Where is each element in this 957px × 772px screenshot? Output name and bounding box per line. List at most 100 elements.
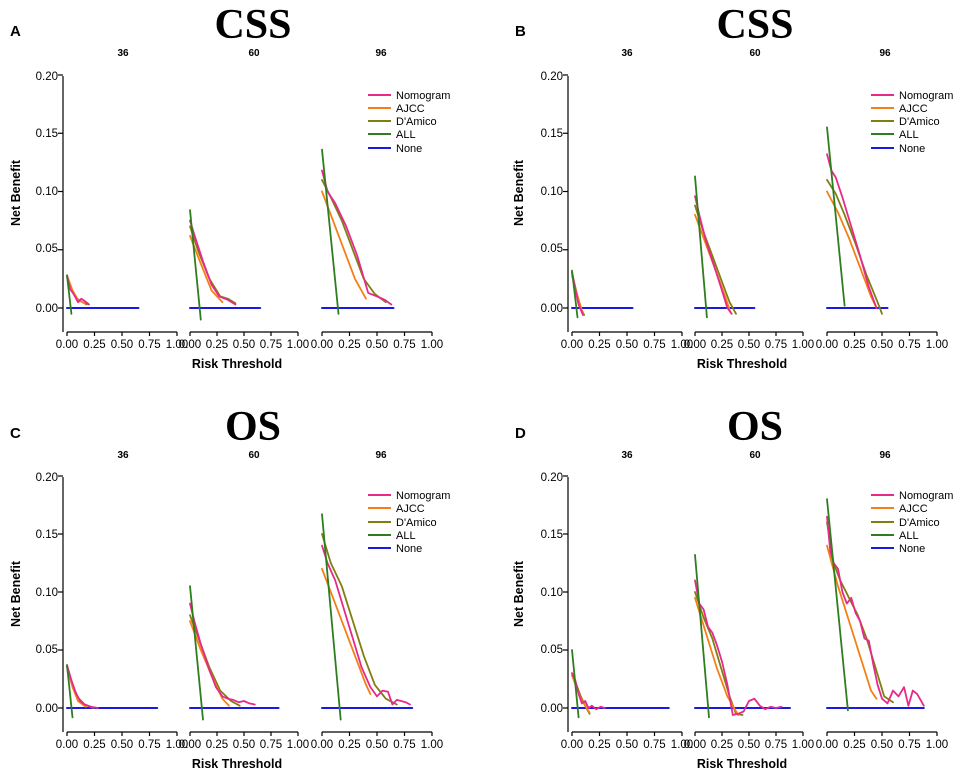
panel-d-xtick-label: 0.25	[711, 739, 733, 751]
panel-c-y-axis-title: Net Benefit	[9, 560, 23, 627]
panel-b-xtick-label: 0.75	[643, 339, 665, 351]
panel-c-xtick-label: 1.00	[421, 739, 443, 751]
panel-c-facet-60-nomogram-line	[189, 602, 256, 706]
panel-b-ytick-label: 0.10	[541, 186, 563, 198]
panel-c-facet-96-damico-line	[321, 533, 398, 706]
panel-d-xtick-label: 0.50	[738, 739, 760, 751]
panel-a-ytick-label: 0.15	[36, 128, 58, 140]
legend-label-damico: D'Amico	[899, 116, 940, 128]
panel-d-ytick-label: 0.10	[541, 587, 563, 599]
panel-d-facet-96-nomogram-line	[826, 515, 925, 707]
legend-label-none: None	[899, 143, 925, 155]
panel-a-xtick-label: 0.00	[311, 339, 333, 351]
panel-a-facet-60: 60	[248, 48, 260, 59]
panel-a-facet-60-nomogram-line	[189, 219, 237, 306]
legend-label-nomogram: Nomogram	[899, 90, 953, 102]
panel-a-xtick-label: 0.25	[338, 339, 360, 351]
panel-b-xtick-label: 0.50	[738, 339, 760, 351]
panel-c-ytick-label: 0.00	[36, 703, 58, 715]
panel-d-xtick-label: 0.25	[843, 739, 865, 751]
legend-label-nomogram: Nomogram	[396, 490, 450, 502]
panel-b-facet-96-nomogram-line	[826, 153, 878, 309]
panel-c-facet-36: 36	[117, 450, 129, 461]
legend-label-damico: D'Amico	[899, 517, 940, 529]
panel-b-xtick-label: 0.50	[871, 339, 893, 351]
legend-label-damico: D'Amico	[396, 517, 437, 529]
panel-c-facet-96-nomogram-line	[321, 544, 411, 706]
legend-label-ajcc: AJCC	[396, 503, 425, 515]
legend-label-all: ALL	[396, 530, 416, 542]
panel-b-letter: B	[515, 23, 526, 40]
panel-c-title: OS	[225, 404, 281, 450]
panel-b-title: CSS	[716, 2, 793, 48]
panel-c-xtick-label: 1.00	[166, 739, 188, 751]
panel-b-facet-36: 36	[621, 48, 633, 59]
panel-a-xtick-label: 1.00	[421, 339, 443, 351]
panel-c-legend: Nomogram AJCC D'Amico ALL None	[368, 490, 450, 555]
legend-label-ajcc: AJCC	[899, 503, 928, 515]
panel-d-xtick-label: 1.00	[671, 739, 693, 751]
panel-c-facet-96-all-line	[321, 513, 342, 721]
panel-d-legend: Nomogram AJCC D'Amico ALL None	[871, 490, 953, 555]
legend-label-all: ALL	[899, 530, 919, 542]
panel-b-ytick-label: 0.15	[541, 128, 563, 140]
panel-a-facet-60-all-line	[189, 209, 202, 321]
panel-c-xtick-label: 0.50	[233, 739, 255, 751]
panel-c-facet-60: 60	[248, 450, 260, 461]
panel-b-ytick-label: 0.20	[541, 71, 563, 83]
panel-d-ytick-label: 0.05	[541, 644, 563, 656]
panel-a-title: CSS	[214, 2, 291, 48]
panel-b-xtick-label: 0.50	[616, 339, 638, 351]
panel-a-facet-36-all-line	[66, 274, 73, 315]
panel-c-xtick-label: 0.50	[111, 739, 133, 751]
legend-label-ajcc: AJCC	[396, 103, 425, 115]
panel-d-facet-36: 36	[621, 450, 633, 461]
panel-a-facet-96-all-line	[321, 148, 340, 315]
panel-b-ytick-label: 0.00	[541, 303, 563, 315]
panel-c-xtick-label: 1.00	[287, 739, 309, 751]
panel-d-x-axis-title: Risk Threshold	[697, 757, 787, 771]
panel-c: C OS 36 60 96 0.20 0.15 0.10 0.05 0.00 N…	[9, 404, 450, 771]
panel-a-legend: Nomogram AJCC D'Amico ALL None	[368, 90, 450, 155]
panel-b-xtick-label: 0.75	[898, 339, 920, 351]
panel-d-letter: D	[515, 425, 526, 442]
panel-b-xtick-label: 1.00	[792, 339, 814, 351]
plot-layer: 0.00 0.25 0.50 0.75 1.000.00 0.25 0.50 0.75 1.00…	[56, 74, 948, 751]
panel-d-facet-60-ajcc-line	[694, 596, 740, 716]
panel-c-facet-96-ajcc-line	[321, 567, 372, 695]
panel-a-ytick-label: 0.00	[36, 303, 58, 315]
panel-d-y-axis-title: Net Benefit	[512, 560, 526, 627]
panel-c-xtick-label: 0.25	[83, 739, 105, 751]
panel-a-xtick-label: 0.50	[111, 339, 133, 351]
panel-b-x-axis-title: Risk Threshold	[697, 357, 787, 371]
panel-a-xtick-label: 0.00	[56, 339, 78, 351]
panel-d-facet-96: 96	[879, 450, 891, 461]
panel-a-xtick-label: 0.75	[260, 339, 282, 351]
panel-a-ytick-label: 0.10	[36, 186, 58, 198]
panel-b-facet-96-damico-line	[826, 178, 883, 315]
panel-c-facet-36-nomogram-line	[66, 664, 99, 709]
panel-a-xtick-label: 1.00	[287, 339, 309, 351]
panel-a-facet-96-ajcc-line	[321, 190, 367, 300]
panel-a-xtick-label: 1.00	[166, 339, 188, 351]
legend-label-none: None	[396, 143, 422, 155]
panel-c-xtick-label: 0.75	[260, 739, 282, 751]
panel-c-x-axis-title: Risk Threshold	[192, 757, 282, 771]
panel-d-ytick-label: 0.15	[541, 529, 563, 541]
panel-a-facet-96-nomogram-line	[321, 169, 393, 306]
panel-b-xtick-label: 0.25	[843, 339, 865, 351]
legend-label-all: ALL	[396, 129, 416, 141]
legend-label-damico: D'Amico	[396, 116, 437, 128]
panel-c-xtick-label: 0.75	[138, 739, 160, 751]
panel-b-legend: Nomogram AJCC D'Amico ALL None	[871, 90, 953, 155]
legend-label-none: None	[396, 543, 422, 555]
panel-b: B CSS 36 60 96 0.20 0.15 0.10 0.05 0.00 …	[512, 2, 953, 371]
panel-b-xtick-label: 0.00	[561, 339, 583, 351]
panel-c-ytick-label: 0.20	[36, 472, 58, 484]
panel-c-facet-60-all-line	[189, 585, 204, 721]
panel-c-facet-36-all-line	[66, 664, 74, 719]
panel-b-xtick-label: 0.25	[588, 339, 610, 351]
panel-d-facet-60: 60	[749, 450, 761, 461]
panel-d-xtick-label: 0.50	[616, 739, 638, 751]
